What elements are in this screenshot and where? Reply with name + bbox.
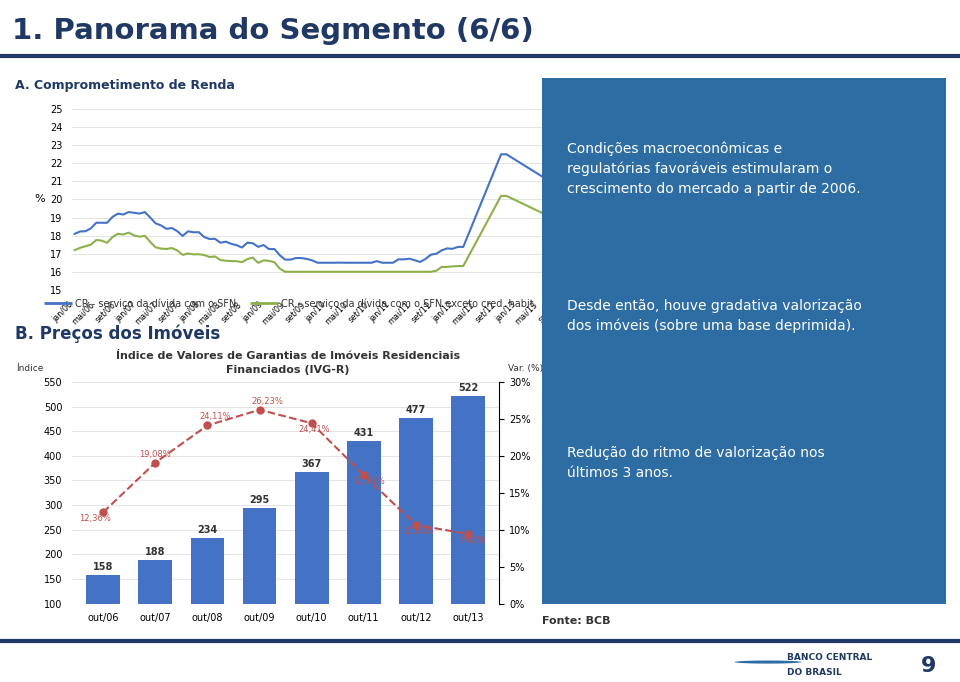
Bar	[86, 575, 120, 653]
FancyBboxPatch shape	[542, 78, 946, 604]
Text: Financiados (IVG-R): Financiados (IVG-R)	[227, 366, 349, 375]
Text: 295: 295	[250, 494, 270, 505]
Text: 367: 367	[301, 459, 322, 469]
Bar	[295, 472, 328, 653]
Bar	[347, 441, 381, 653]
Text: 234: 234	[198, 524, 218, 535]
Circle shape	[734, 660, 802, 664]
Text: A. Comprometimento de Renda: A. Comprometimento de Renda	[14, 78, 235, 92]
Text: B. Preços dos Imóveis: B. Preços dos Imóveis	[14, 325, 220, 344]
Text: 12,36%: 12,36%	[80, 514, 111, 523]
Text: Condições macroeconômicas e
regulatórias favoráveis estimularam o
crescimento do: Condições macroeconômicas e regulatórias…	[566, 141, 860, 196]
Bar	[451, 396, 485, 653]
Bar	[138, 560, 172, 653]
Text: 19: 19	[568, 213, 582, 222]
Text: Índice: Índice	[16, 364, 44, 373]
Text: 477: 477	[406, 405, 426, 415]
Text: 17,41%: 17,41%	[353, 477, 385, 486]
Text: 158: 158	[93, 562, 113, 572]
Text: 24,11%: 24,11%	[200, 413, 231, 421]
Text: DO BRASIL: DO BRASIL	[787, 668, 842, 677]
Text: 21: 21	[568, 177, 582, 186]
Text: CR - serviço da dívida com o SFN: CR - serviço da dívida com o SFN	[75, 298, 236, 309]
Text: Redução do ritmo de valorização nos
últimos 3 anos.: Redução do ritmo de valorização nos últi…	[566, 446, 825, 479]
Text: 10,65%: 10,65%	[402, 527, 434, 536]
Text: 19,08%: 19,08%	[139, 449, 171, 459]
Text: Var. (%): Var. (%)	[508, 364, 542, 373]
Text: 431: 431	[353, 428, 373, 438]
Text: 24,41%: 24,41%	[299, 425, 330, 434]
Text: 26,23%: 26,23%	[252, 397, 283, 406]
Text: Fonte: BCB: Fonte: BCB	[542, 616, 611, 625]
Text: BANCO CENTRAL: BANCO CENTRAL	[787, 653, 873, 662]
Bar	[190, 537, 225, 653]
Text: Índice de Valores de Garantias de Imóveis Residenciais: Índice de Valores de Garantias de Imóvei…	[116, 351, 460, 361]
Bar	[243, 507, 276, 653]
Text: 9,42%: 9,42%	[460, 536, 487, 545]
Text: CR - serviço da dívida com o SFN exceto cred. habit.: CR - serviço da dívida com o SFN exceto …	[280, 298, 537, 309]
Bar	[399, 418, 433, 653]
Text: %: %	[35, 194, 45, 205]
Text: 522: 522	[458, 383, 478, 393]
Text: 9: 9	[921, 657, 936, 677]
Text: Desde então, houve gradativa valorização
dos imóveis (sobre uma base deprimida).: Desde então, houve gradativa valorização…	[566, 299, 861, 333]
Text: 188: 188	[145, 547, 166, 557]
Text: 1. Panorama do Segmento (6/6): 1. Panorama do Segmento (6/6)	[12, 17, 534, 45]
